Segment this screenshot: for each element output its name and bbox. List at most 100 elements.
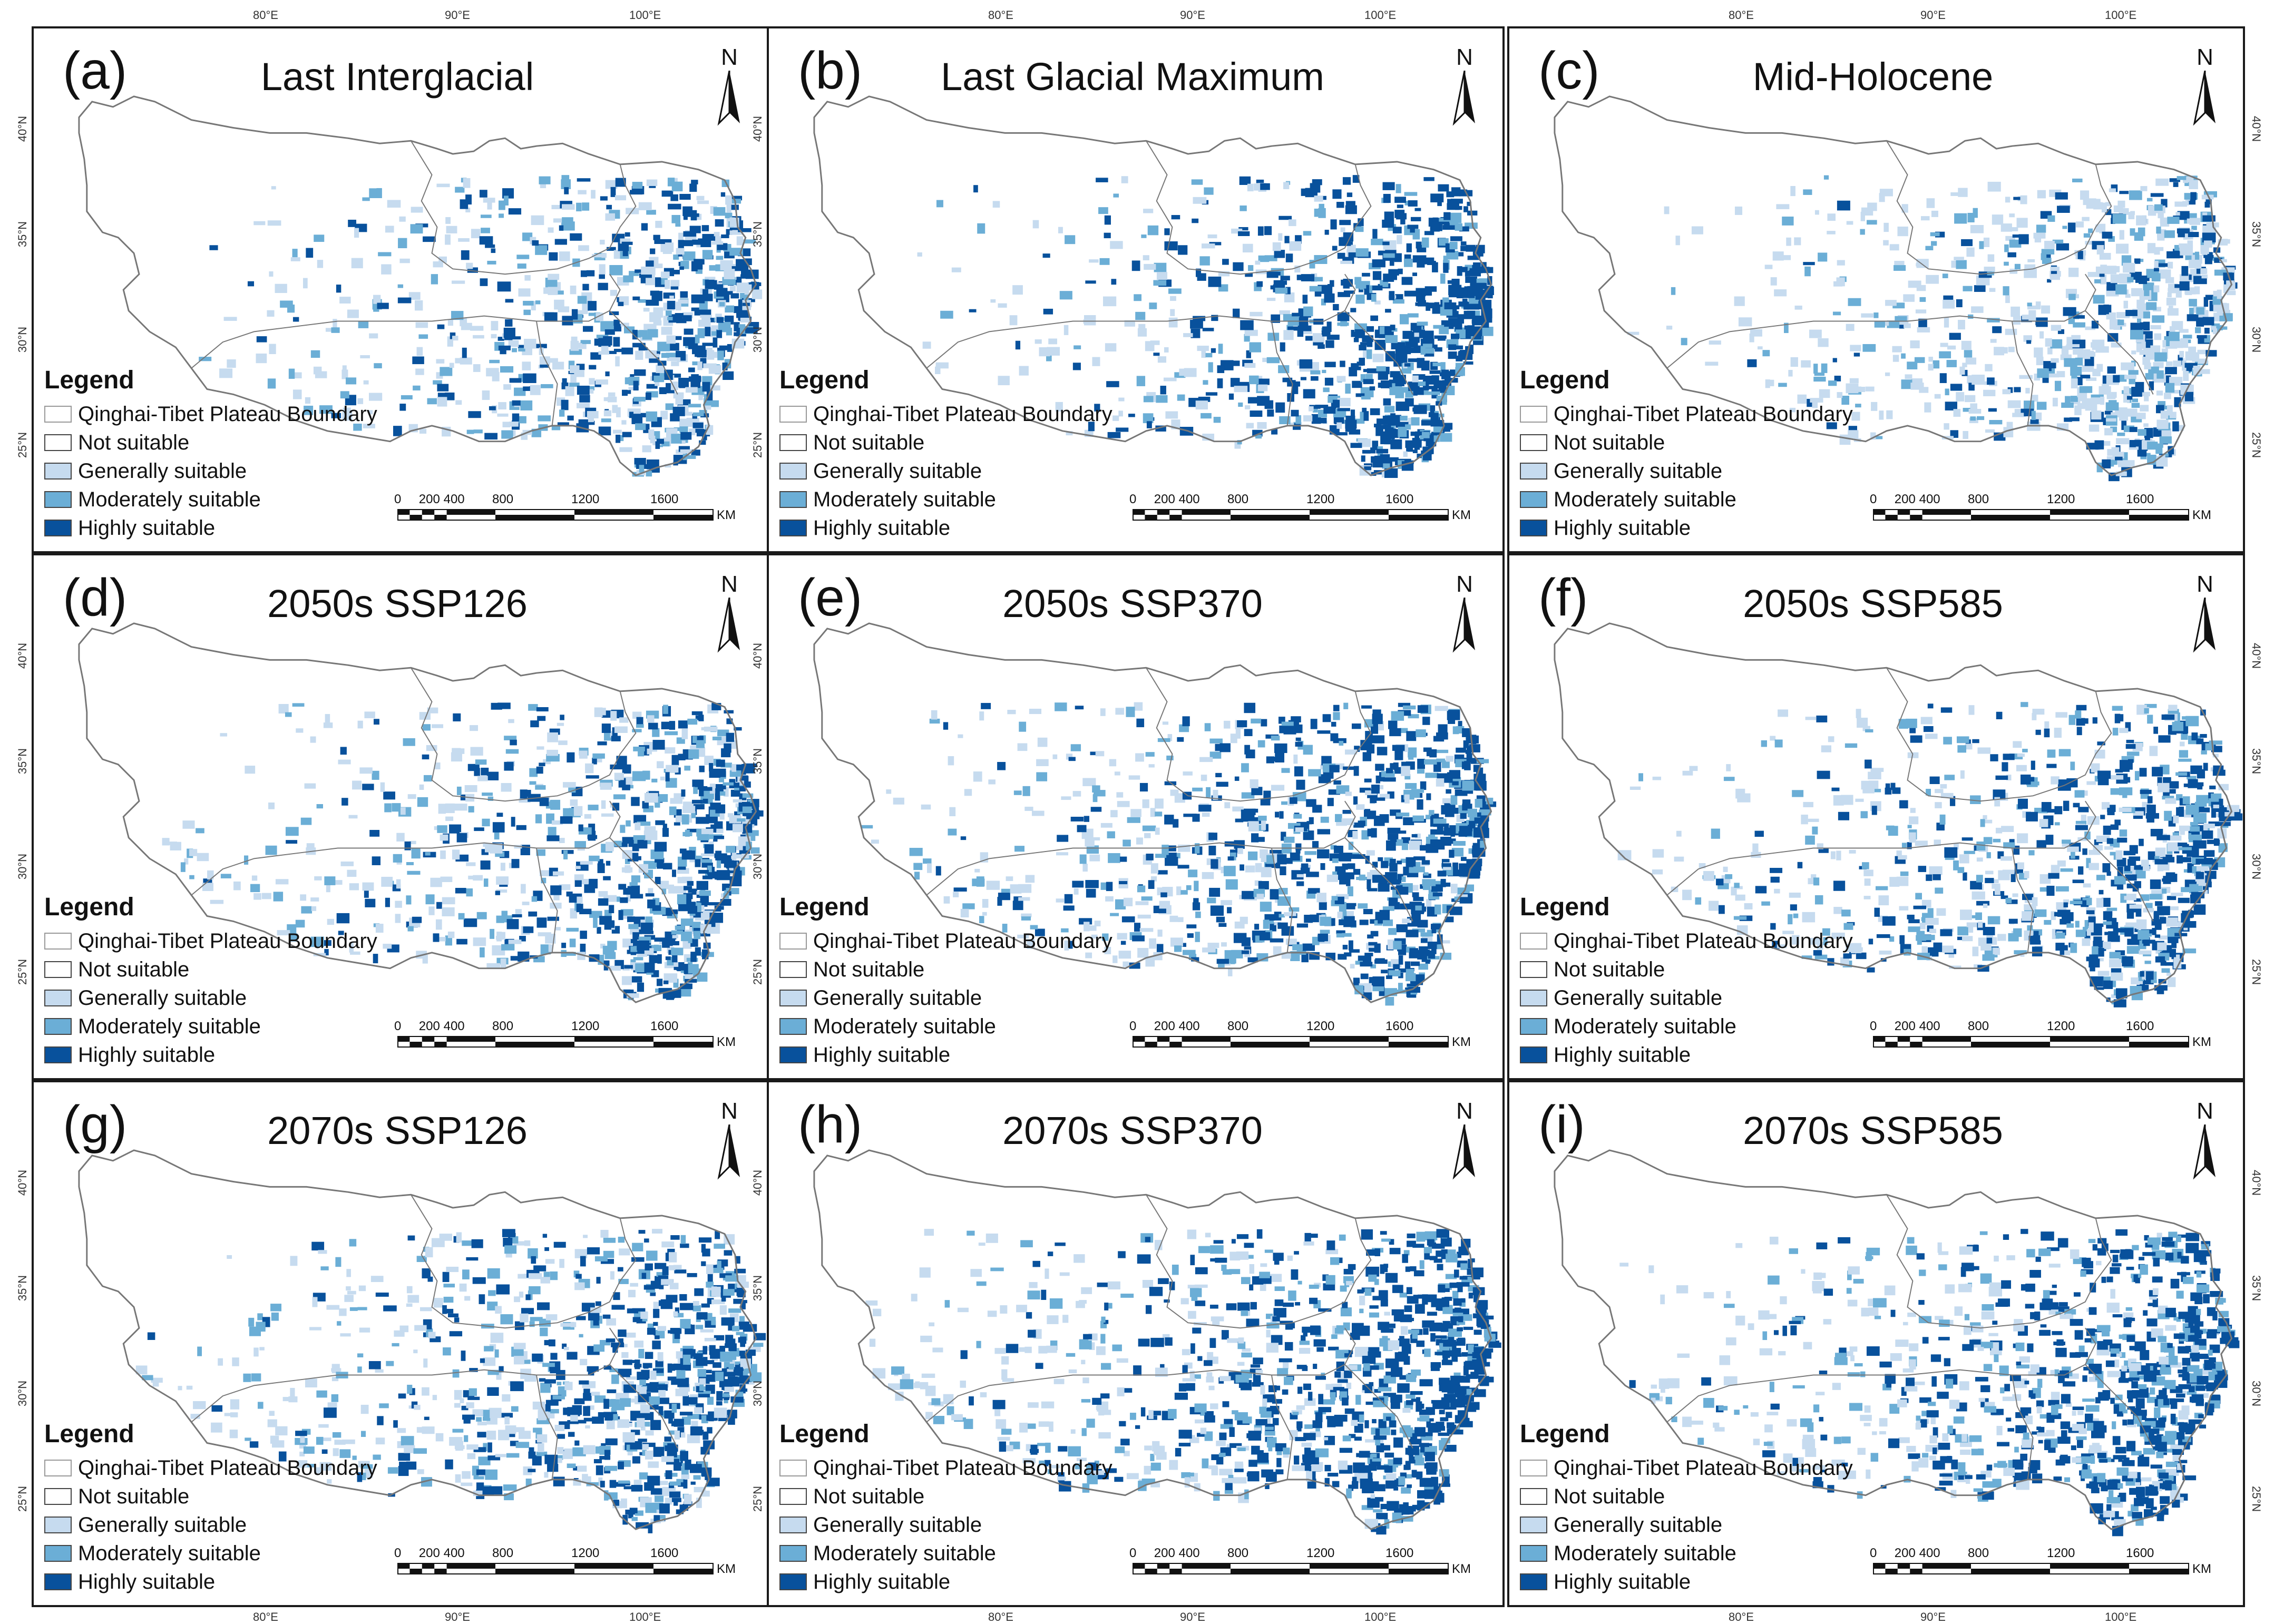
suitability-cell: [1137, 376, 1145, 386]
suitability-cell: [1440, 433, 1452, 442]
suitability-cell: [2115, 714, 2121, 723]
suitability-cell: [687, 881, 694, 886]
suitability-cell: [539, 762, 545, 766]
suitability-cell: [585, 764, 593, 774]
suitability-cell: [613, 430, 622, 434]
suitability-cell: [1824, 175, 1829, 180]
suitability-cell: [480, 278, 488, 286]
suitability-cell: [702, 876, 713, 879]
suitability-cell: [1132, 935, 1145, 941]
suitability-cell: [1375, 340, 1386, 350]
suitability-cell: [721, 234, 729, 238]
suitability-cell: [1251, 719, 1261, 723]
suitability-cell: [2178, 233, 2184, 237]
suitability-cell: [2179, 826, 2190, 831]
suitability-cell: [519, 416, 526, 424]
suitability-cell: [1394, 750, 1403, 760]
suitability-cell: [275, 284, 287, 293]
suitability-cell: [1367, 326, 1374, 332]
suitability-cell: [725, 291, 733, 295]
scale-tick: 800: [1227, 492, 1248, 507]
suitability-cell: [1452, 863, 1458, 873]
suitability-cell: [505, 319, 512, 327]
suitability-cell: [1141, 234, 1146, 238]
suitability-cell: [369, 830, 379, 837]
suitability-cell: [1245, 330, 1258, 336]
suitability-cell: [1950, 384, 1962, 390]
suitability-cell: [518, 288, 530, 296]
suitability-cell: [633, 381, 639, 390]
suitability-cell: [2117, 201, 2125, 208]
suitability-cell: [1234, 386, 1247, 392]
suitability-cell: [1359, 345, 1366, 350]
suitability-cell: [1241, 809, 1255, 819]
suitability-cell: [2063, 307, 2076, 316]
suitability-cell: [250, 884, 260, 892]
suitability-cell: [1363, 379, 1374, 384]
suitability-cell: [698, 320, 711, 327]
suitability-cell: [936, 866, 941, 876]
suitability-cell: [2077, 377, 2083, 385]
suitability-cell: [1417, 759, 1425, 769]
suitability-cell: [1192, 788, 1203, 791]
suitability-cell: [1976, 901, 1989, 906]
suitability-cell: [433, 933, 440, 942]
suitability-cell: [691, 210, 697, 220]
suitability-cell: [1457, 266, 1462, 276]
suitability-cell: [481, 228, 490, 233]
legend-label: Highly suitable: [813, 1043, 950, 1067]
legend-label: Moderately suitable: [1554, 488, 1736, 512]
suitability-cell: [1115, 708, 1124, 715]
suitability-cell: [1082, 864, 1088, 872]
suitability-cell: [1111, 279, 1116, 285]
suitability-cell: [1355, 295, 1364, 304]
suitability-cell: [666, 772, 670, 781]
suitability-cell: [694, 259, 705, 265]
suitability-cell: [1941, 707, 1952, 712]
suitability-cell: [682, 814, 689, 824]
suitability-cell: [1188, 869, 1197, 877]
suitability-cell: [574, 874, 584, 881]
suitability-cell: [2096, 875, 2105, 880]
suitability-cell: [570, 233, 582, 241]
suitability-cell: [672, 869, 676, 877]
suitability-cell: [733, 799, 742, 803]
suitability-cell: [1943, 273, 1948, 278]
suitability-cell: [1442, 225, 1456, 230]
panel-label: (d): [63, 571, 127, 624]
legend-label: Qinghai-Tibet Plateau Boundary: [813, 403, 1112, 426]
suitability-cell: [1372, 441, 1378, 450]
suitability-cell: [1885, 373, 1890, 376]
suitability-cell: [570, 365, 580, 373]
suitability-cell: [530, 720, 539, 727]
suitability-cell: [1140, 928, 1153, 932]
suitability-cell: [440, 850, 446, 859]
suitability-cell: [1071, 817, 1084, 821]
suitability-cell: [1240, 917, 1248, 924]
suitability-cell: [1445, 808, 1455, 817]
suitability-cell: [1901, 379, 1912, 389]
suitability-cell: [575, 343, 582, 348]
suitability-cell: [535, 785, 545, 790]
suitability-cell: [1389, 863, 1397, 872]
suitability-cell: [2044, 241, 2055, 249]
suitability-cell: [1140, 783, 1148, 791]
province-boundary: [926, 274, 1355, 368]
suitability-cell: [1364, 983, 1372, 993]
suitability-cell: [548, 917, 559, 921]
suitability-cell: [2046, 835, 2054, 845]
legend-label: Highly suitable: [78, 1043, 215, 1067]
legend-swatch: [44, 406, 72, 423]
suitability-cell: [475, 759, 487, 765]
suitability-cell: [1228, 856, 1234, 860]
suitability-cell: [1080, 855, 1087, 864]
suitability-cell: [1035, 339, 1042, 344]
suitability-cell: [423, 237, 436, 242]
suitability-cell: [1228, 968, 1233, 976]
suitability-cell: [610, 711, 617, 721]
suitability-cell: [669, 807, 677, 815]
suitability-cell: [1071, 744, 1081, 751]
longitude-label: 90°E: [445, 8, 470, 22]
